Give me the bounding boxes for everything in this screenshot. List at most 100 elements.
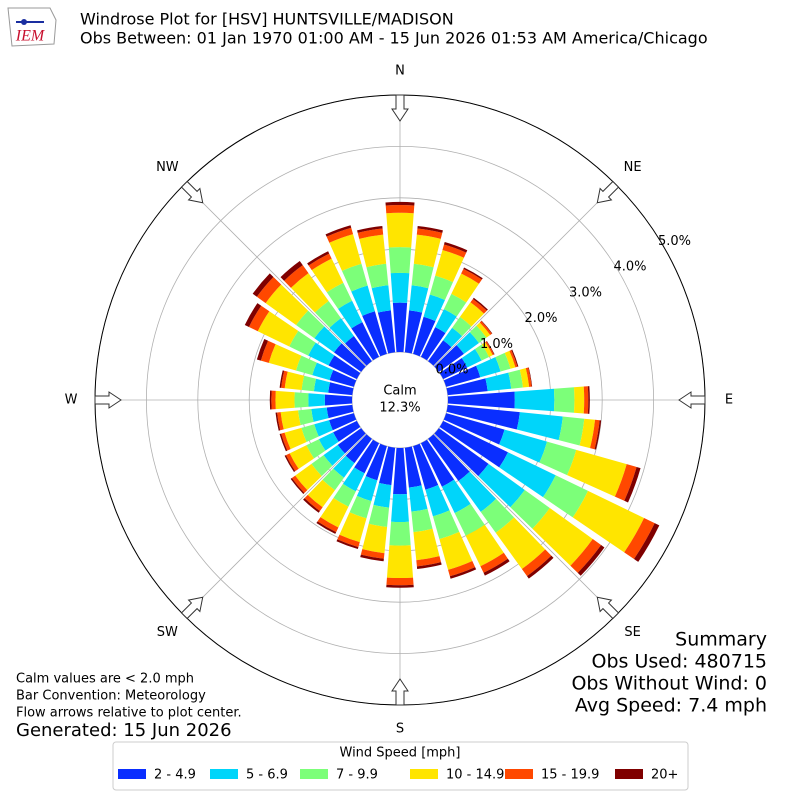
wind-bar-segment (553, 387, 575, 413)
wind-bar-segment (326, 282, 353, 309)
wind-bar-segment (633, 523, 660, 562)
wind-bar-segment (368, 504, 390, 528)
wind-bar-segment (480, 552, 508, 573)
wind-bar-segment (567, 449, 627, 497)
wind-bar-segment (461, 349, 482, 368)
wind-bar-segment (265, 284, 309, 326)
wind-bar-segment (458, 471, 497, 512)
wind-bar-segment (371, 285, 391, 313)
wind-bar-segment (269, 390, 272, 410)
wind-bar-segment (413, 528, 440, 561)
wind-bar-segment (244, 303, 262, 327)
calm-value: 12.3% (379, 401, 420, 416)
legend-swatch (505, 769, 533, 779)
wind-bar-segment (277, 412, 284, 431)
summary-line: Obs Without Wind: 0 (571, 673, 767, 695)
wind-bar-segment (329, 369, 357, 387)
calm-label: Calm (383, 384, 416, 399)
wind-bar-segment (594, 420, 602, 450)
wind-bar-segment (463, 267, 483, 280)
wind-bar-segment (428, 434, 470, 482)
wind-bar-segment (354, 439, 380, 474)
generated-date: Generated: 15 Jun 2026 (16, 720, 232, 741)
wind-bar-segment (336, 539, 359, 550)
spoke (433, 433, 616, 616)
wind-bar-segment (316, 521, 337, 534)
wind-bar-segment (345, 336, 372, 366)
wind-bar-segment (333, 420, 361, 442)
wind-bar-segment (328, 355, 361, 380)
flow-arrow (391, 678, 409, 706)
chart-subtitle: Obs Between: 01 Jan 1970 01:00 AM - 15 J… (80, 29, 708, 48)
note: Bar Convention: Meteorology (16, 689, 206, 704)
wind-bar-segment (413, 443, 439, 490)
wind-bar-segment (385, 201, 415, 206)
wind-bar-segment (435, 309, 457, 334)
wind-bar-segment (570, 539, 602, 573)
flow-arrow (94, 391, 122, 409)
wind-bar-segment (411, 263, 434, 289)
wind-bar-segment (443, 413, 505, 445)
wind-bar-segment (443, 327, 463, 348)
wind-bar-segment (528, 367, 533, 387)
wind-bar-segment (338, 300, 363, 329)
wind-bar-segment (543, 475, 589, 518)
wind-bar-segment (470, 298, 487, 314)
wind-bar-segment (449, 567, 477, 579)
legend-swatch (300, 769, 328, 779)
wind-bar-segment (275, 412, 281, 431)
legend-label: 5 - 6.9 (246, 768, 288, 783)
compass-label: S (396, 722, 404, 737)
wind-bar-segment (290, 477, 305, 495)
wind-bar-segment (495, 517, 546, 569)
wind-bar-segment (411, 508, 433, 533)
wind-bar-segment (289, 445, 314, 469)
wind-bar-segment (322, 468, 344, 491)
wind-bar-segment (328, 382, 354, 396)
wind-bar-segment (357, 228, 384, 239)
wind-bar-segment (256, 339, 269, 361)
r-tick-label: 5.0% (658, 234, 691, 249)
compass-label: SE (624, 625, 640, 640)
legend-label: 2 - 4.9 (154, 768, 196, 783)
wind-bar-segment (499, 452, 556, 498)
compass-label: NW (156, 160, 179, 175)
wind-bar-segment (420, 327, 446, 361)
logo-text: IEM (15, 28, 46, 45)
legend-swatch (210, 769, 238, 779)
wind-bar-segment (256, 276, 282, 304)
wind-bar-segment (337, 534, 360, 548)
wind-bar-segment (333, 343, 366, 372)
summary-line: Obs Used: 480715 (592, 651, 767, 673)
wind-bar-segment (329, 234, 362, 271)
wind-bar-segment (446, 378, 488, 396)
wind-bar-segment (413, 234, 441, 268)
wind-bar-segment (296, 310, 325, 339)
legend-label: 10 - 14.9 (446, 768, 504, 783)
wind-bar-segment (314, 301, 341, 328)
wind-bar-segment (291, 475, 308, 493)
wind-bar-segment (365, 443, 387, 481)
r-tick-label: 3.0% (569, 285, 602, 300)
flow-arrow (391, 94, 409, 122)
wind-bar-segment (271, 390, 276, 410)
r-tick-label: 4.0% (614, 260, 647, 275)
wind-bar-segment (268, 344, 302, 371)
wind-bar-segment (385, 204, 415, 214)
wind-bar-segment (325, 225, 352, 237)
note: Calm values are < 2.0 mph (16, 672, 194, 687)
legend-title: Wind Speed [mph] (340, 746, 461, 761)
wind-bar-segment (509, 349, 518, 368)
wind-bar-segment (516, 412, 563, 441)
wind-bar-segment (485, 341, 495, 356)
spoke (184, 433, 367, 616)
wind-bar-segment (289, 330, 316, 356)
wind-bar-segment (439, 420, 509, 468)
wind-bar-segment (317, 517, 339, 533)
wind-bar-segment (425, 485, 450, 517)
wind-bar-segment (307, 251, 330, 266)
wind-bar-segment (323, 444, 345, 466)
wind-bar-segment (416, 228, 443, 239)
